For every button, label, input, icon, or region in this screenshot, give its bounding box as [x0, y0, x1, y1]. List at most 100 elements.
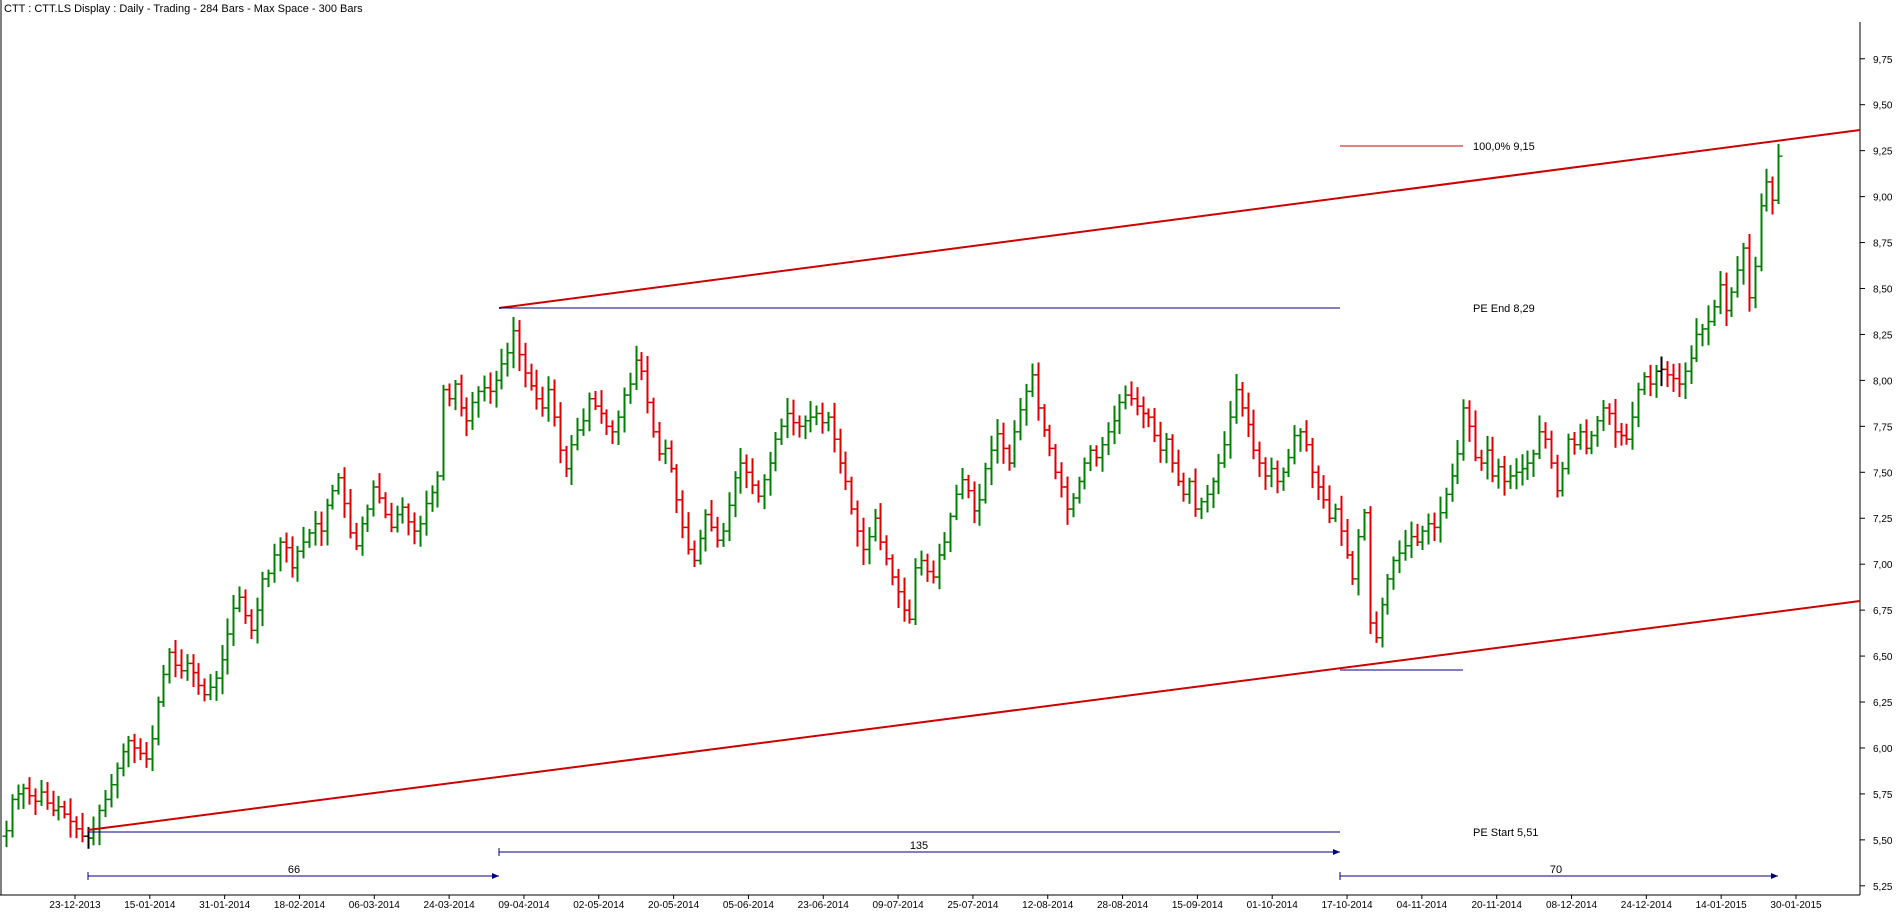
ohlc-bar — [2, 820, 11, 848]
pct-level-label: 100,0% 9,15 — [1473, 141, 1535, 153]
ohlc-bar — [107, 774, 116, 808]
y-tick-label: 7,00 — [1873, 560, 1893, 571]
ohlc-bar — [334, 473, 343, 495]
ohlc-bar — [579, 408, 588, 436]
ohlc-bar — [1628, 401, 1637, 450]
ohlc-bar — [311, 510, 320, 546]
ohlc-bar — [1028, 363, 1037, 397]
ohlc-bar — [725, 492, 734, 542]
y-tick-label: 7,25 — [1873, 514, 1893, 525]
ohlc-bar — [876, 503, 885, 551]
ohlc-bar — [1220, 431, 1229, 468]
ohlc-bar — [189, 654, 198, 688]
ohlc-bar — [532, 369, 541, 410]
ohlc-bar — [25, 777, 34, 805]
ohlc-bar — [544, 376, 553, 422]
ohlc-bar — [1436, 496, 1445, 543]
ohlc-bar — [253, 597, 262, 644]
ohlc-bar — [1115, 394, 1124, 435]
ohlc-bar — [1745, 233, 1754, 312]
ohlc-bar — [1669, 363, 1678, 392]
ohlc-bar — [643, 356, 652, 414]
ohlc-bar — [1541, 422, 1550, 449]
ohlc-bar — [1424, 513, 1433, 545]
ohlc-bar — [1162, 432, 1171, 464]
ohlc-bar — [1751, 256, 1760, 309]
y-tick-label: 9,50 — [1873, 101, 1893, 112]
x-tick-label: 09-04-2014 — [498, 900, 550, 911]
ohlc-bar — [1360, 508, 1369, 541]
ohlc-bar — [1010, 420, 1019, 468]
ohlc-bar — [1383, 574, 1392, 615]
y-tick-label: 6,50 — [1873, 652, 1893, 663]
ohlc-bar — [865, 527, 874, 565]
ohlc-bar — [1523, 450, 1532, 480]
ohlc-bar — [1197, 497, 1206, 520]
ohlc-bar — [690, 540, 699, 568]
ohlc-bar — [1005, 444, 1014, 471]
ohlc-bar — [1179, 472, 1188, 502]
x-tick-label: 24-12-2014 — [1621, 900, 1673, 911]
x-tick-label: 05-06-2014 — [723, 900, 775, 911]
y-tick-label: 6,25 — [1873, 698, 1893, 709]
ohlc-bar — [946, 512, 955, 553]
y-tick-label: 7,50 — [1873, 468, 1893, 479]
ohlc-bar — [882, 535, 891, 566]
ohlc-bar — [1704, 305, 1713, 346]
ohlc-bar — [1448, 463, 1457, 502]
x-tick-label: 23-06-2014 — [798, 900, 850, 911]
ohlc-bar — [1314, 465, 1323, 500]
ohlc-bar — [742, 454, 751, 489]
ohlc-bar — [136, 738, 145, 761]
ohlc-bar — [562, 445, 571, 478]
ohlc-bar — [503, 342, 512, 377]
ohlc-bar — [1273, 460, 1282, 494]
ohlc-bar — [1716, 271, 1725, 315]
ohlc-bar — [1494, 458, 1503, 489]
x-tick-label: 08-12-2014 — [1546, 900, 1598, 911]
ohlc-bar — [486, 372, 495, 404]
ohlc-bar — [1104, 422, 1113, 456]
ohlc-bar — [766, 451, 775, 496]
ohlc-bar — [637, 352, 646, 381]
x-tick-label: 04-11-2014 — [1397, 900, 1448, 911]
ohlc-bar — [19, 783, 28, 809]
chart-title: CTT : CTT.LS Display : Daily - Trading -… — [4, 3, 363, 15]
ohlc-bar — [818, 402, 827, 434]
ohlc-bar — [1762, 168, 1771, 212]
ohlc-bar — [1127, 381, 1136, 406]
ohlc-bar — [888, 554, 897, 586]
ohlc-bar — [964, 474, 973, 499]
ohlc-bar — [1617, 422, 1626, 446]
x-tick-label: 30-01-2015 — [1770, 900, 1822, 911]
ohlc-bar — [410, 512, 419, 545]
ohlc-bar — [54, 795, 63, 821]
ohlc-bar — [1040, 404, 1049, 437]
ohlc-bar — [684, 512, 693, 555]
ohlc-bar — [1599, 400, 1608, 432]
ohlc-bar — [258, 571, 267, 627]
ohlc-bar — [1063, 476, 1072, 525]
x-tick-label: 14-01-2015 — [1696, 900, 1748, 911]
x-tick-label: 06-03-2014 — [349, 900, 401, 911]
ohlc-bar — [305, 528, 314, 548]
ohlc-bar — [550, 379, 559, 427]
span-arrow-1: 66 — [87, 864, 499, 880]
ohlc-bar — [375, 473, 384, 504]
ohlc-bar — [1279, 467, 1288, 491]
ohlc-bar — [853, 500, 862, 547]
ohlc-bar — [777, 418, 786, 445]
y-tick-label: 8,00 — [1873, 376, 1893, 387]
ohlc-bar — [1057, 462, 1066, 498]
ohlc-bar — [1558, 461, 1567, 497]
ohlc-bar — [672, 464, 681, 514]
ohlc-bar — [43, 781, 52, 810]
ohlc-bar — [8, 794, 17, 838]
ohlc-bar — [1570, 431, 1579, 455]
ohlc-bar — [212, 670, 221, 701]
ohlc-bar — [462, 397, 471, 437]
ohlc-bar — [1418, 525, 1427, 550]
ohlc-bar — [958, 467, 967, 500]
